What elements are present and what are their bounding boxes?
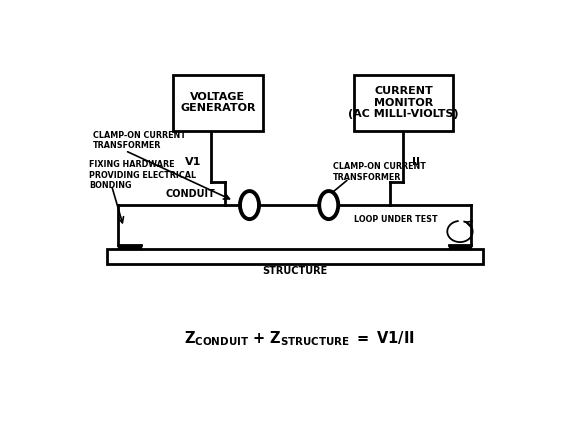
Text: $\mathbf{Z}_{\mathbf{CONDUIT}}\ \mathbf{+}\ \mathbf{Z}_{\mathbf{STRUCTURE}}\ \ma: $\mathbf{Z}_{\mathbf{CONDUIT}}\ \mathbf{… (184, 329, 415, 348)
Text: CONDUIT: CONDUIT (166, 189, 215, 199)
Bar (449, 245, 471, 249)
Text: CLAMP-ON CURRENT
TRANSFORMER: CLAMP-ON CURRENT TRANSFORMER (93, 131, 186, 151)
Text: STRUCTURE: STRUCTURE (262, 266, 328, 276)
Text: V1: V1 (185, 157, 201, 167)
Ellipse shape (319, 191, 338, 219)
Text: FIXING HARDWARE
PROVIDING ELECTRICAL
BONDING: FIXING HARDWARE PROVIDING ELECTRICAL BON… (89, 160, 196, 190)
Bar (173, 75, 263, 131)
Text: II: II (412, 157, 419, 167)
Text: VOLTAGE
GENERATOR: VOLTAGE GENERATOR (180, 92, 256, 114)
Text: CURRENT
MONITOR
(AC MILLI-VIOLTS): CURRENT MONITOR (AC MILLI-VIOLTS) (348, 86, 458, 119)
Ellipse shape (240, 191, 259, 219)
Text: CLAMP-ON CURRENT
TRANSFORMER: CLAMP-ON CURRENT TRANSFORMER (333, 162, 426, 182)
Text: LOOP UNDER TEST: LOOP UNDER TEST (354, 215, 437, 224)
Bar (107, 249, 482, 263)
Bar (354, 75, 453, 131)
Bar (118, 245, 141, 249)
